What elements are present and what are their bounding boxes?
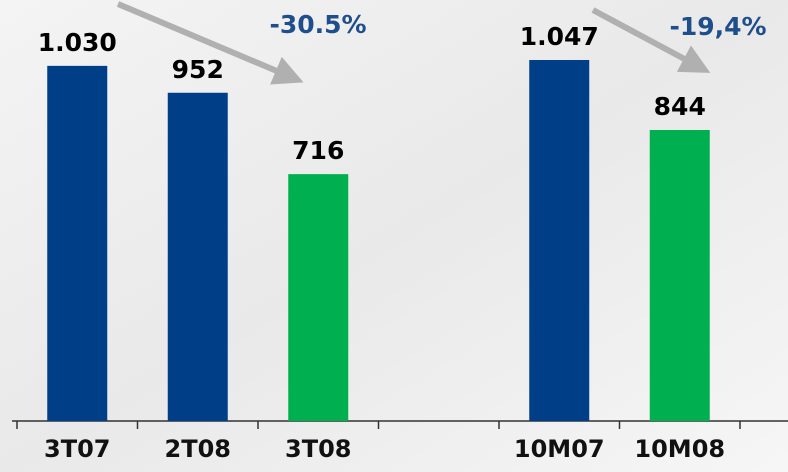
value-label: 1.030 [38,28,117,57]
bar [47,65,108,421]
x-tick-label: 3T07 [44,435,110,463]
bar [649,129,710,421]
bar [167,92,228,421]
annotation: -19,4% [669,12,766,41]
bar [288,174,349,421]
value-label: 716 [292,136,344,165]
annotation: -30.5% [269,10,366,39]
trend-arrow [591,7,711,73]
x-tick-label: 10M08 [634,435,725,463]
value-label: 844 [654,92,706,121]
x-tick-label: 10M07 [514,435,605,463]
value-label: 952 [172,55,224,84]
bar [529,60,590,421]
trend-arrow [116,1,304,85]
x-tick-label: 2T08 [165,435,231,463]
value-label: 1.047 [520,22,599,51]
x-tick-label: 3T08 [285,435,351,463]
